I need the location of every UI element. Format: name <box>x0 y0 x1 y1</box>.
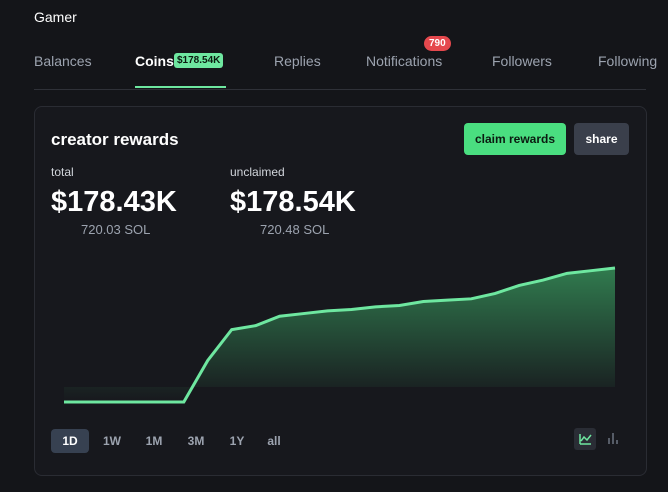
stat-sub: 720.48 SOL <box>260 222 330 237</box>
tab-underline <box>135 86 226 88</box>
stat-label: total <box>51 165 74 179</box>
tab[interactable]: Balances <box>34 53 92 69</box>
chart-area <box>64 268 615 402</box>
share-button[interactable]: share <box>574 123 629 155</box>
tab-badge: $178.54K <box>174 53 224 68</box>
username: Gamer <box>34 9 77 25</box>
range-button[interactable]: 1M <box>145 434 163 448</box>
range-button[interactable]: 1Y <box>229 434 245 448</box>
card-title: creator rewards <box>51 130 179 149</box>
range-button[interactable]: 3M <box>187 434 205 448</box>
bar-icon[interactable] <box>608 433 618 444</box>
tab[interactable]: Notifications <box>366 53 443 69</box>
tab[interactable]: Coins <box>135 53 174 69</box>
tab[interactable]: Following <box>598 53 658 69</box>
chart-line <box>64 266 616 404</box>
range-button[interactable]: 1W <box>103 434 121 448</box>
tab-badge: 790 <box>424 36 451 51</box>
stat-sub: 720.03 SOL <box>81 222 151 237</box>
stat-value: $178.54K <box>230 186 356 218</box>
tab[interactable]: Replies <box>274 53 321 69</box>
range-button[interactable]: all <box>267 434 281 448</box>
claim-button[interactable]: claim rewards <box>464 123 566 155</box>
stat-value: $178.43K <box>51 186 177 218</box>
stat-label: unclaimed <box>230 165 285 179</box>
divider <box>34 89 646 90</box>
tab[interactable]: Followers <box>492 53 552 69</box>
line-icon[interactable] <box>574 428 596 450</box>
range-button[interactable]: 1D <box>51 429 89 453</box>
